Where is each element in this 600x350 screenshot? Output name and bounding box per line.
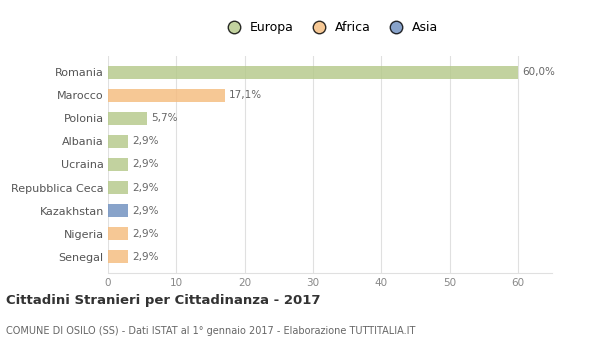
Text: COMUNE DI OSILO (SS) - Dati ISTAT al 1° gennaio 2017 - Elaborazione TUTTITALIA.I: COMUNE DI OSILO (SS) - Dati ISTAT al 1° … (6, 326, 415, 336)
Bar (108, 89, 225, 102)
Text: 2,9%: 2,9% (132, 160, 158, 169)
Text: 60,0%: 60,0% (522, 67, 555, 77)
Bar (108, 204, 128, 217)
Bar (108, 158, 128, 171)
Bar (108, 181, 128, 194)
Text: Cittadini Stranieri per Cittadinanza - 2017: Cittadini Stranieri per Cittadinanza - 2… (6, 294, 320, 307)
Text: 2,9%: 2,9% (132, 206, 158, 216)
Text: 5,7%: 5,7% (151, 113, 178, 123)
Bar (108, 228, 128, 240)
Bar (108, 251, 128, 263)
Text: 2,9%: 2,9% (132, 229, 158, 239)
Bar (108, 135, 128, 148)
Text: 2,9%: 2,9% (132, 252, 158, 262)
Text: 17,1%: 17,1% (229, 90, 262, 100)
Text: 2,9%: 2,9% (132, 183, 158, 193)
Legend: Europa, Africa, Asia: Europa, Africa, Asia (217, 16, 443, 39)
Bar (108, 112, 147, 125)
Bar (108, 66, 518, 78)
Text: 2,9%: 2,9% (132, 136, 158, 146)
